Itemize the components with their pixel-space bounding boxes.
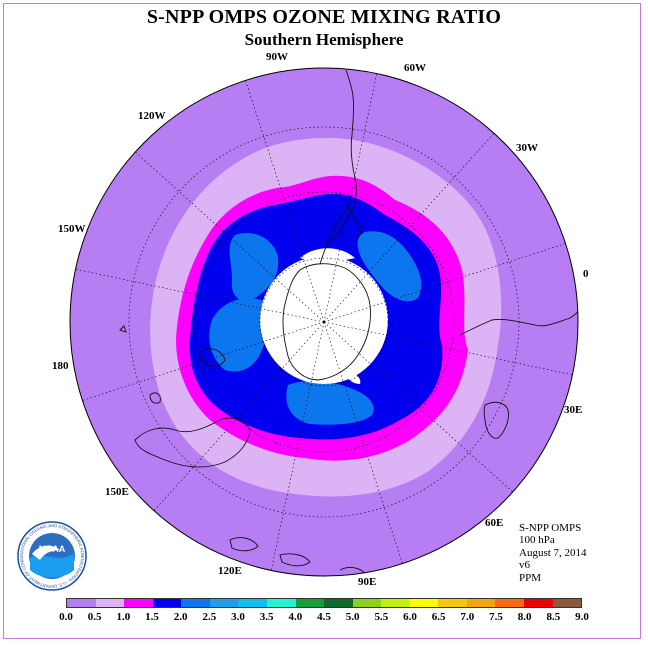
lon-label-120w: 120W bbox=[138, 110, 166, 122]
colorbar-tick-label: 3.0 bbox=[231, 611, 245, 623]
colorbar-swatch bbox=[67, 599, 96, 607]
colorbar-ticks: 0.0 0.5 1.0 1.5 2.0 2.5 3.0 3.5 4.0 4.5 5.0 5.5 6.0 6… bbox=[0, 611, 648, 625]
colorbar-tick-label: 4.5 bbox=[317, 611, 331, 623]
colorbar-swatch bbox=[181, 599, 210, 607]
lon-label-120e: 120E bbox=[218, 565, 242, 577]
info-date: August 7, 2014 bbox=[519, 546, 587, 559]
lon-label-150e: 150E bbox=[105, 486, 129, 498]
colorbar-swatch bbox=[409, 599, 439, 607]
band-2.0-2.5 bbox=[209, 231, 422, 425]
colorbar-tick-label: 3.5 bbox=[259, 611, 274, 623]
colorbar-swatch bbox=[295, 599, 325, 607]
colorbar bbox=[66, 598, 582, 608]
colorbar-tick-label: 5.0 bbox=[345, 611, 360, 623]
map-subtitle: Southern Hemisphere bbox=[244, 30, 404, 49]
info-instrument: S-NPP OMPS bbox=[519, 522, 582, 534]
colorbar-swatch bbox=[352, 599, 382, 607]
info-level: 100 hPa bbox=[519, 534, 555, 547]
map-boundary bbox=[69, 67, 579, 577]
polar-night-extension bbox=[300, 248, 355, 261]
colorbar-tick-label: 1.5 bbox=[145, 611, 159, 623]
lon-label-60e: 60E bbox=[485, 517, 504, 529]
coastlines bbox=[119, 69, 578, 576]
colorbar-swatch bbox=[552, 599, 582, 607]
colorbar-swatch bbox=[238, 599, 267, 607]
product-info: S-NPP OMPS 100 hPa August 7, 2014 v6 PPM bbox=[519, 522, 587, 584]
colorbar-tick-label: 0.0 bbox=[59, 611, 73, 623]
colorbar-tick-label: 2.0 bbox=[173, 611, 188, 623]
lon-label-90e: 90E bbox=[358, 576, 377, 588]
colorbar-tick-label: 9.0 bbox=[575, 611, 589, 623]
colorbar-swatch bbox=[324, 599, 353, 607]
lon-label-90w: 90W bbox=[266, 51, 288, 63]
lon-label-30w: 30W bbox=[516, 142, 538, 154]
colorbar-swatch bbox=[438, 599, 467, 607]
colorbar-swatch bbox=[495, 599, 524, 607]
pole-point bbox=[322, 320, 326, 324]
map-title: S-NPP OMPS OZONE MIXING RATIO bbox=[146, 6, 502, 28]
colorbar-swatch bbox=[124, 599, 153, 607]
lon-label-60w: 60W bbox=[404, 62, 426, 74]
colorbar-swatch bbox=[466, 599, 496, 607]
lon-label-0: 0 bbox=[583, 268, 589, 280]
graticule bbox=[128, 126, 520, 518]
colorbar-swatch bbox=[381, 599, 410, 607]
lon-label-150w: 150W bbox=[58, 223, 86, 235]
colorbar-swatch bbox=[266, 599, 296, 607]
info-version: v6 bbox=[519, 559, 530, 572]
colorbar-tick-label: 6.0 bbox=[403, 611, 417, 623]
polar-night bbox=[260, 256, 388, 384]
noaa-logo: NOAA NATIONAL OCEANIC AND ATMOSPHERIC AD… bbox=[16, 520, 87, 591]
noaa-logo-text: NOAA bbox=[39, 544, 66, 554]
colorbar-swatch bbox=[95, 599, 125, 607]
colorbar-tick-label: 2.5 bbox=[202, 611, 217, 623]
info-units: PPM bbox=[519, 571, 542, 584]
colorbar-swatch bbox=[152, 599, 182, 607]
colorbar-tick-label: 8.0 bbox=[517, 611, 532, 623]
colorbar-swatch bbox=[209, 599, 239, 607]
colorbar-tick-label: 6.5 bbox=[431, 611, 446, 623]
lon-label-180: 180 bbox=[52, 360, 69, 372]
colorbar-tick-label: 0.5 bbox=[87, 611, 102, 623]
colorbar-tick-label: 1.0 bbox=[116, 611, 131, 623]
figure-frame bbox=[3, 3, 641, 639]
colorbar-tick-label: 7.5 bbox=[489, 611, 503, 623]
lon-label-30e: 30E bbox=[564, 404, 583, 416]
colorbar-tick-label: 8.5 bbox=[546, 611, 561, 623]
colorbar-tick-label: 7.0 bbox=[460, 611, 475, 623]
colorbar-swatch bbox=[524, 599, 553, 607]
colorbar-tick-label: 4.0 bbox=[288, 611, 303, 623]
colorbar-tick-label: 5.5 bbox=[374, 611, 389, 623]
